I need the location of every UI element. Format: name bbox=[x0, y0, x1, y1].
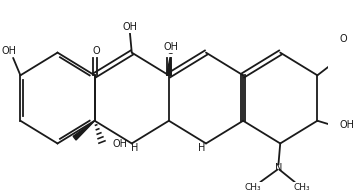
Text: OH: OH bbox=[339, 120, 354, 130]
Polygon shape bbox=[167, 54, 171, 75]
Text: O: O bbox=[93, 46, 100, 56]
Text: H: H bbox=[198, 143, 205, 153]
Text: OH: OH bbox=[163, 42, 178, 52]
Text: OH: OH bbox=[113, 139, 128, 149]
Text: OH: OH bbox=[122, 22, 137, 31]
Text: OH: OH bbox=[2, 46, 17, 56]
Text: O: O bbox=[167, 46, 175, 56]
Text: CH₃: CH₃ bbox=[294, 183, 310, 192]
Text: O: O bbox=[340, 34, 348, 44]
Text: N: N bbox=[275, 163, 282, 173]
Text: H: H bbox=[131, 143, 138, 153]
Text: CH₃: CH₃ bbox=[245, 183, 261, 192]
Polygon shape bbox=[73, 121, 95, 140]
